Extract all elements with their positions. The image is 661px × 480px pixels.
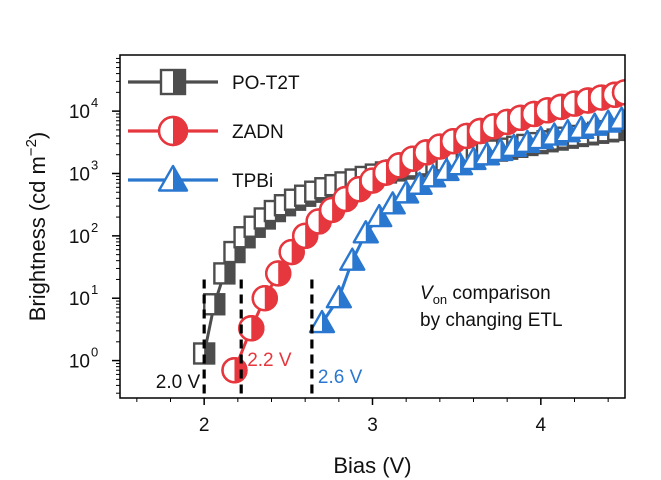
annotation-symbol: V	[420, 283, 435, 304]
y-axis-title: Brightness (cd m−2)	[23, 132, 50, 322]
data-point-tpbi	[608, 106, 625, 130]
data-point-po-t2t	[203, 293, 226, 316]
legend-marker-zadn-fill	[173, 117, 187, 145]
data-point-zadn-fill	[251, 316, 264, 341]
data-point-zadn	[265, 260, 292, 287]
data-point-zadn-ring	[601, 81, 625, 108]
turn-on-label: 2.6 V	[318, 367, 363, 388]
annotation-line-1: Von comparison	[420, 283, 551, 307]
annotation-rest: comparison	[447, 283, 551, 304]
x-tick-label: 4	[536, 415, 547, 436]
y-axis-title-close: )	[25, 132, 50, 139]
data-point-zadn-ring	[265, 260, 292, 287]
x-tick-label: 2	[199, 415, 210, 436]
data-point-tpbi-fill	[352, 248, 365, 270]
turn-on-layer: 2.0 V 2.2 V 2.6 V	[156, 279, 363, 398]
annotation-layer: Von comparison by changing ETL	[420, 283, 563, 331]
data-point-tpbi	[325, 285, 353, 309]
y-tick-label-exponent: 1	[91, 282, 98, 297]
legend-label-zadn: ZADN	[232, 122, 284, 143]
y-tick-label-exponent: 3	[91, 157, 98, 172]
annotation-subscript: on	[433, 292, 447, 307]
data-point-po-t2t	[213, 262, 236, 285]
y-tick-label: 10	[69, 227, 90, 248]
data-point-zadn	[251, 285, 278, 312]
legend-marker-zadn	[157, 115, 189, 147]
data-point-zadn-ring	[251, 285, 278, 312]
legend-label-tpbi: TPBi	[232, 171, 273, 192]
legend-marker-tpbi-fill	[173, 166, 187, 191]
data-point-po-t2t-fill	[618, 119, 625, 140]
data-point-po-t2t-fill	[204, 343, 215, 364]
y-tick-label: 10	[69, 164, 90, 185]
data-point-tpbi	[308, 309, 336, 334]
data-point-zadn	[221, 357, 248, 384]
y-tick-label: 10	[69, 289, 90, 310]
data-point-po-t2t-fill	[214, 294, 225, 315]
data-point-tpbi-fill	[322, 311, 334, 333]
data-point-tpbi-fill	[338, 286, 351, 308]
annotation-line-2: by changing ETL	[420, 310, 563, 331]
data-point-tpbi-fill	[621, 107, 625, 129]
x-tick-label: 3	[367, 415, 378, 436]
data-point-tpbi	[339, 247, 366, 271]
data-point-zadn-ring	[291, 222, 319, 250]
turn-on-label: 2.0 V	[156, 372, 201, 393]
data-point-zadn-fill	[264, 286, 277, 311]
data-point-zadn-ring	[611, 79, 625, 106]
y-tick-label: 10	[69, 352, 90, 373]
legend-marker-zadn-ring	[157, 115, 189, 147]
y-axis-title-exponent: −2	[23, 139, 40, 156]
legend-marker-po-t2t-fill	[173, 70, 185, 94]
series-layer	[192, 79, 625, 384]
data-point-zadn-fill	[278, 261, 291, 286]
y-axis-title-main: Brightness (cd m	[25, 156, 50, 321]
y-tick-label-exponent: 0	[91, 345, 98, 360]
data-point-zadn-ring	[238, 315, 265, 342]
turn-on-label: 2.2 V	[247, 350, 292, 371]
y-tick-label-exponent: 4	[91, 95, 98, 110]
data-point-zadn	[305, 208, 332, 235]
data-point-po-t2t-fill	[234, 242, 245, 263]
data-point-zadn-ring	[221, 357, 248, 384]
legend: PO-T2T ZADN TPBi	[128, 68, 300, 192]
data-point-zadn	[238, 315, 265, 342]
data-point-zadn	[611, 79, 625, 106]
legend-marker-po-t2t	[159, 68, 187, 96]
x-axis-title: Bias (V)	[333, 453, 411, 478]
y-tick-label-exponent: 2	[91, 220, 98, 235]
data-point-zadn-ring	[278, 238, 305, 266]
legend-label-po-t2t: PO-T2T	[232, 73, 300, 94]
y-tick-label: 10	[69, 102, 90, 123]
data-point-po-t2t-fill	[224, 263, 235, 284]
legend-marker-tpbi	[157, 164, 189, 192]
